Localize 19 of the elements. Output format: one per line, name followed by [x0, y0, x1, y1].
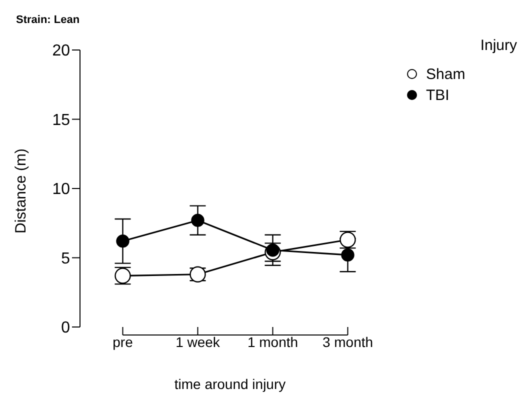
point: [341, 248, 354, 262]
y-tick-label: 10: [52, 181, 70, 198]
y-tick-label: 20: [52, 42, 70, 60]
x-axis-title: time around injury: [174, 376, 286, 392]
legend-label: Sham: [426, 66, 466, 83]
x-tick-label: pre: [112, 334, 134, 350]
y-tick-label: 5: [61, 250, 70, 268]
legend-label: TBI: [426, 87, 450, 104]
y-tick-label: 0: [61, 320, 70, 337]
point: [116, 234, 130, 248]
point: [266, 244, 280, 257]
point: [191, 214, 204, 227]
legend-title: Injury: [480, 37, 518, 54]
x-tick-label: 3 month: [322, 334, 374, 350]
y-axis-title: Distance (m): [12, 148, 30, 234]
chart-title: Strain: Lean: [16, 14, 80, 26]
x-tick-label: 1 month: [247, 334, 298, 350]
y-tick-label: 15: [52, 112, 70, 129]
x-tick-label: 1 week: [176, 334, 221, 350]
